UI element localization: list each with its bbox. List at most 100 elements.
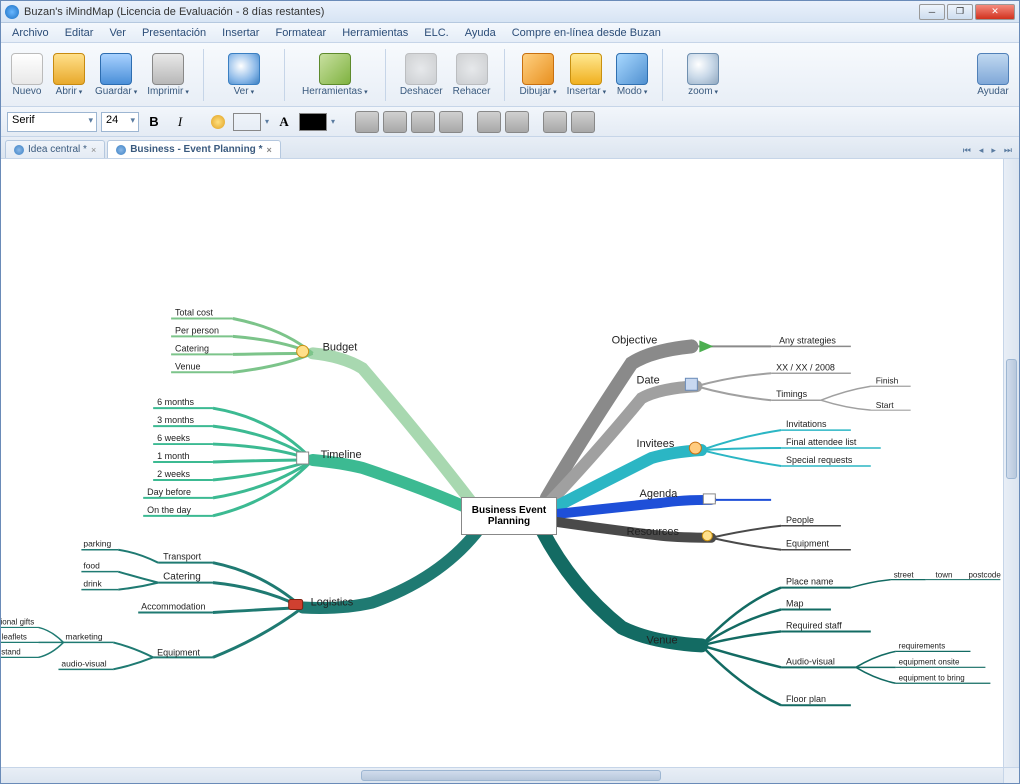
svg-text:6 weeks: 6 weeks — [157, 433, 190, 443]
menu-elc[interactable]: ELC. — [417, 25, 455, 41]
svg-text:banners / stand: banners / stand — [1, 647, 21, 656]
highlighter-icon — [211, 115, 225, 129]
menu-formatear[interactable]: Formatear — [268, 25, 333, 41]
svg-text:Final attendee list: Final attendee list — [786, 437, 857, 447]
maximize-button[interactable]: ❐ — [947, 4, 973, 20]
svg-text:Date: Date — [637, 374, 660, 386]
tab-idea-central[interactable]: Idea central * × — [5, 140, 105, 158]
print-icon — [152, 53, 184, 85]
svg-text:Equipment: Equipment — [157, 647, 200, 657]
svg-text:leaflets: leaflets — [2, 632, 27, 641]
shape-button-8[interactable] — [571, 111, 595, 133]
menu-herramientas[interactable]: Herramientas — [335, 25, 415, 41]
highlighter-button[interactable] — [207, 111, 229, 133]
close-button[interactable]: ✕ — [975, 4, 1015, 20]
titlebar: Buzan's iMindMap (Licencia de Evaluación… — [1, 1, 1019, 23]
tab-close-icon[interactable]: × — [266, 145, 271, 155]
ver-button[interactable]: Ver▾ — [214, 51, 274, 99]
shape-button-4[interactable] — [439, 111, 463, 133]
tab-close-icon[interactable]: × — [91, 145, 96, 155]
svg-text:1 month: 1 month — [157, 451, 189, 461]
svg-text:Catering: Catering — [175, 343, 209, 353]
svg-text:2 weeks: 2 weeks — [157, 469, 190, 479]
svg-text:requirements: requirements — [899, 641, 946, 650]
shape-button-5[interactable] — [477, 111, 501, 133]
undo-icon — [405, 53, 437, 85]
shape-button-1[interactable] — [355, 111, 379, 133]
deshacer-button[interactable]: Deshacer — [396, 51, 447, 99]
svg-text:Floor plan: Floor plan — [786, 694, 826, 704]
mindmap-svg: Budget Timeline Logistics Objective Date… — [1, 159, 1003, 767]
vertical-scrollbar[interactable] — [1003, 159, 1019, 767]
modo-button[interactable]: Modo▾ — [612, 51, 652, 99]
svg-text:Required staff: Required staff — [786, 620, 842, 630]
vertical-scroll-thumb[interactable] — [1006, 359, 1017, 479]
tab-first-button[interactable]: ⏮ — [960, 143, 974, 158]
menu-presentacion[interactable]: Presentación — [135, 25, 213, 41]
bold-button[interactable]: B — [143, 111, 165, 133]
svg-text:Audio-visual: Audio-visual — [786, 656, 835, 666]
svg-text:3 months: 3 months — [157, 415, 194, 425]
abrir-button[interactable]: Abrir▾ — [49, 51, 89, 99]
tab-business-event-planning[interactable]: Business - Event Planning * × — [107, 140, 281, 158]
imprimir-button[interactable]: Imprimir▾ — [143, 51, 193, 99]
svg-text:Total cost: Total cost — [175, 307, 213, 317]
shape-button-7[interactable] — [543, 111, 567, 133]
tab-next-button[interactable]: ▸ — [988, 143, 999, 158]
svg-text:People: People — [786, 515, 814, 525]
mindmap-canvas[interactable]: Budget Timeline Logistics Objective Date… — [1, 159, 1003, 767]
rehacer-button[interactable]: Rehacer — [449, 51, 495, 99]
canvas-area: Budget Timeline Logistics Objective Date… — [1, 159, 1019, 783]
text-color-swatch[interactable] — [299, 113, 327, 131]
tab-last-button[interactable]: ⏭ — [1001, 143, 1015, 158]
text-color-button[interactable]: A — [273, 111, 295, 133]
open-icon — [53, 53, 85, 85]
font-family-combo[interactable]: Serif — [7, 112, 97, 132]
font-size-combo[interactable]: 24 — [101, 112, 139, 132]
insertar-button[interactable]: Insertar▾ — [563, 51, 610, 99]
herramientas-button[interactable]: Herramientas▾ — [295, 51, 375, 99]
ribbon-toolbar: Nuevo Abrir▾ Guardar▾ Imprimir▾ Ver▾ Her… — [1, 43, 1019, 107]
view-icon — [228, 53, 260, 85]
svg-text:Start: Start — [876, 400, 895, 410]
ayudar-button[interactable]: Ayudar — [973, 51, 1013, 99]
horizontal-scrollbar[interactable] — [1, 767, 1003, 783]
tools-icon — [319, 53, 351, 85]
dibujar-button[interactable]: Dibujar▾ — [515, 51, 560, 99]
nuevo-button[interactable]: Nuevo — [7, 51, 47, 99]
minimize-button[interactable]: ─ — [919, 4, 945, 20]
svg-text:Equipment: Equipment — [786, 539, 829, 549]
central-node[interactable]: Business Event Planning — [461, 497, 557, 535]
guardar-button[interactable]: Guardar▾ — [91, 51, 141, 99]
window-controls: ─ ❐ ✕ — [919, 4, 1015, 20]
menu-editar[interactable]: Editar — [58, 25, 101, 41]
svg-text:Per person: Per person — [175, 325, 219, 335]
svg-text:Venue: Venue — [175, 361, 200, 371]
svg-text:Budget: Budget — [323, 341, 358, 353]
fill-color-swatch[interactable] — [233, 113, 261, 131]
document-icon — [14, 145, 24, 155]
svg-text:equipment to bring: equipment to bring — [899, 673, 965, 682]
svg-text:Transport: Transport — [163, 552, 202, 562]
zoom-button[interactable]: zoom▾ — [673, 51, 733, 99]
svg-text:Place name: Place name — [786, 577, 833, 587]
menu-archivo[interactable]: Archivo — [5, 25, 56, 41]
svg-text:Invitations: Invitations — [786, 419, 827, 429]
italic-button[interactable]: I — [169, 111, 191, 133]
menu-insertar[interactable]: Insertar — [215, 25, 266, 41]
shape-button-3[interactable] — [411, 111, 435, 133]
menu-ayuda[interactable]: Ayuda — [458, 25, 503, 41]
svg-text:Special requests: Special requests — [786, 455, 853, 465]
svg-text:audio-visual: audio-visual — [61, 658, 106, 668]
svg-text:street: street — [894, 571, 915, 580]
horizontal-scroll-thumb[interactable] — [361, 770, 661, 781]
menu-compre[interactable]: Compre en-línea desde Buzan — [505, 25, 668, 41]
shape-button-6[interactable] — [505, 111, 529, 133]
format-toolbar: Serif 24 B I ▾ A ▾ — [1, 107, 1019, 137]
tab-prev-button[interactable]: ◂ — [976, 143, 987, 158]
svg-text:Map: Map — [786, 599, 803, 609]
svg-text:parking: parking — [83, 539, 111, 549]
svg-text:Logistics: Logistics — [311, 597, 354, 609]
shape-button-2[interactable] — [383, 111, 407, 133]
menu-ver[interactable]: Ver — [102, 25, 133, 41]
